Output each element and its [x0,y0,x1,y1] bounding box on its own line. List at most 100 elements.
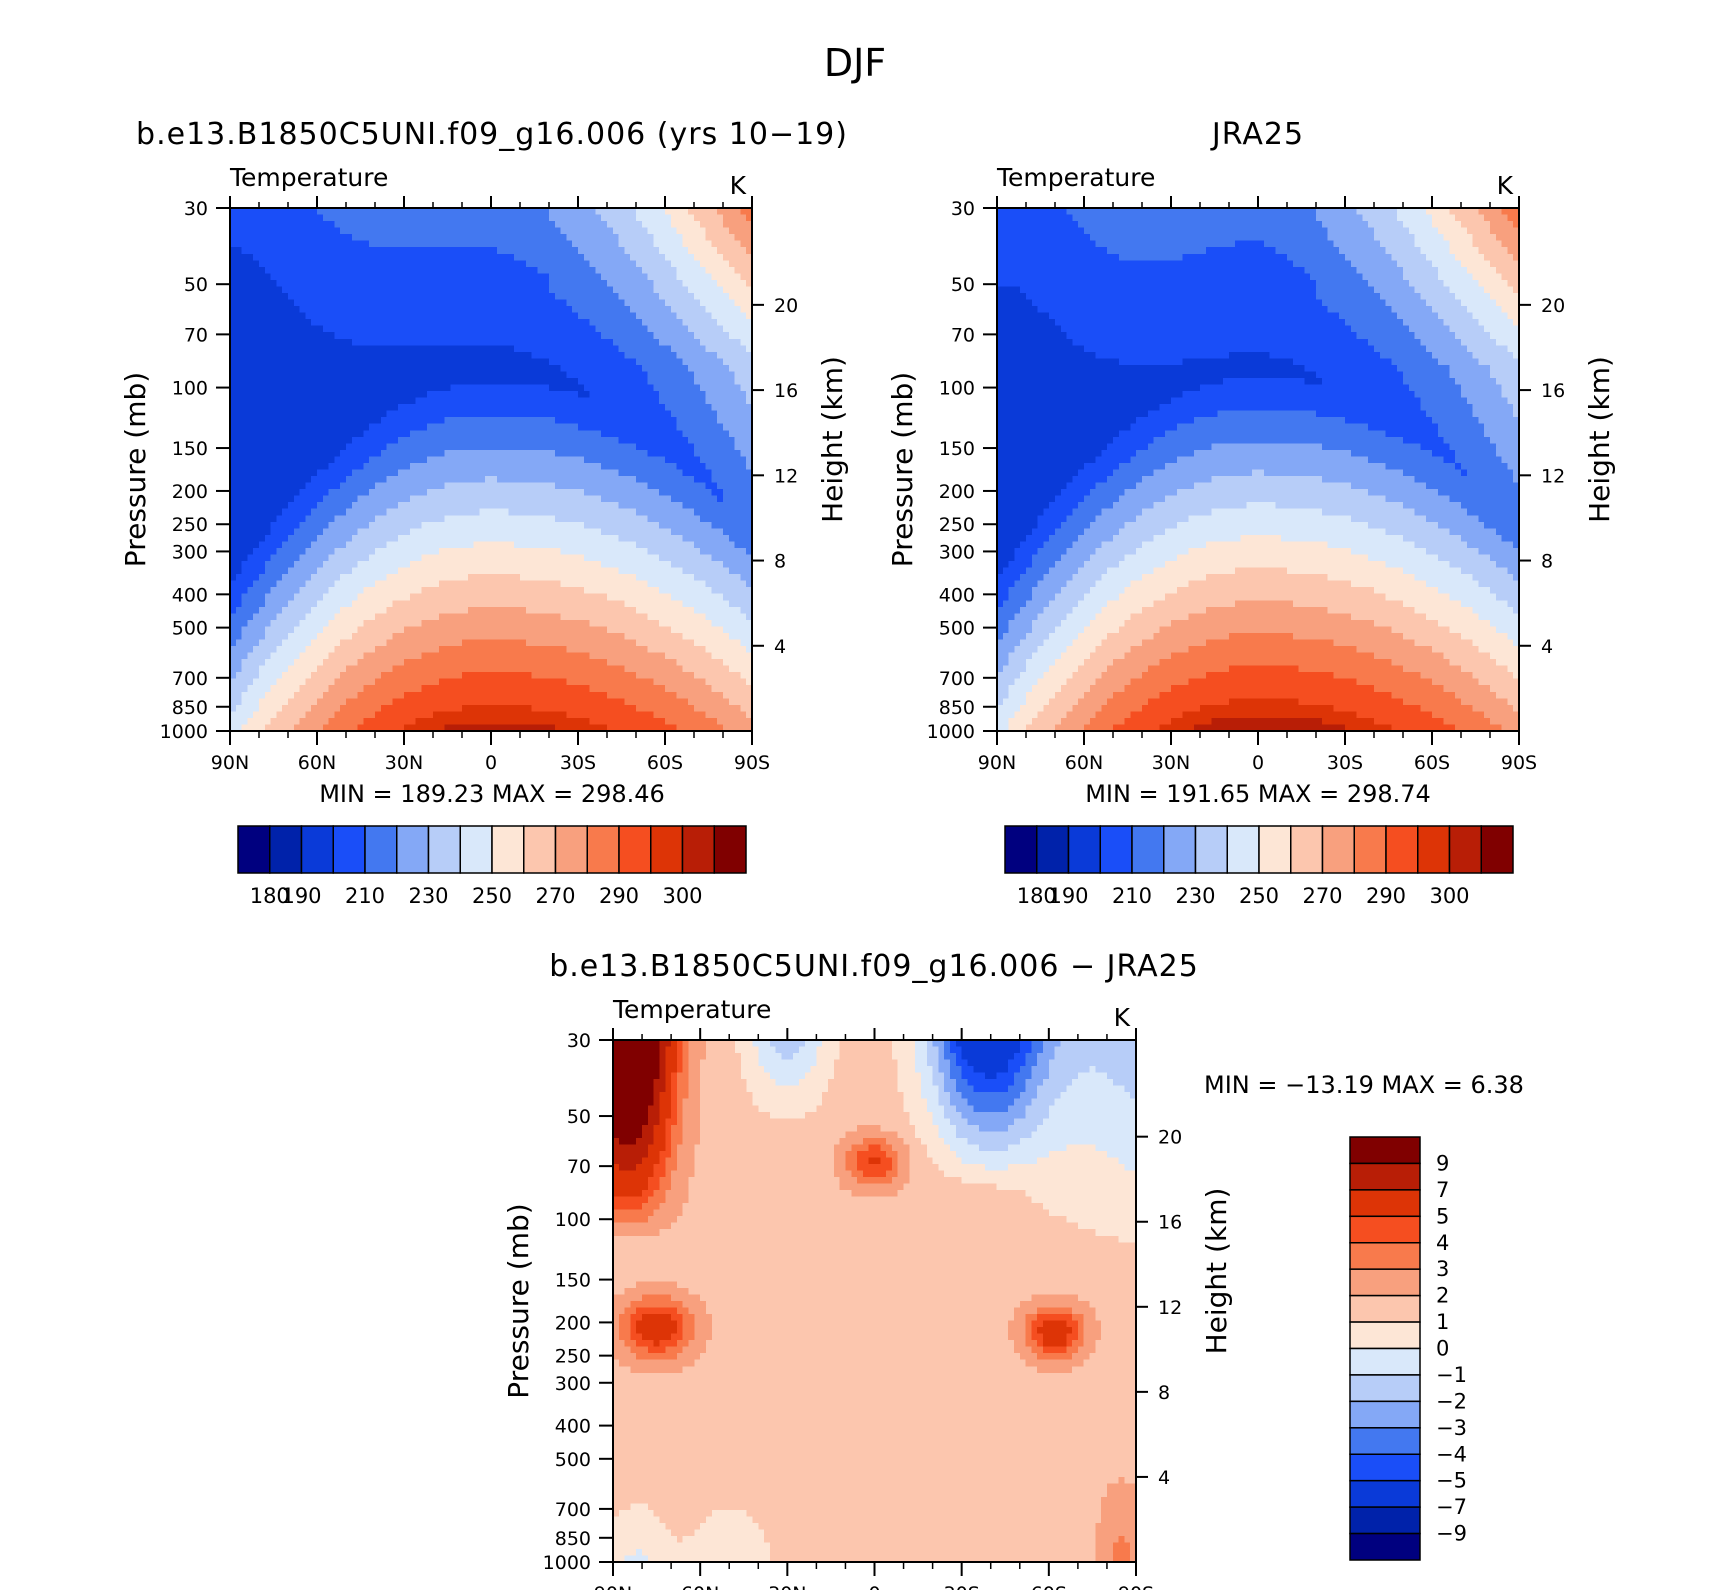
field-cell [561,280,567,287]
field-cell [387,215,393,222]
field-cell [317,561,323,568]
field-cell [537,326,543,333]
field-cell [323,234,329,241]
field-cell [346,437,352,444]
field-cell [462,385,468,392]
field-cell [329,398,335,405]
field-cell [532,208,538,215]
field-cell [265,548,271,555]
field-cell [242,437,248,444]
field-cell [572,339,578,346]
field-cell [619,358,625,365]
field-cell [543,385,549,392]
field-cell [329,332,335,339]
field-cell [711,208,717,215]
field-cell [491,208,497,215]
field-cell [526,502,532,509]
field-cell [265,371,271,378]
field-cell [236,417,242,424]
field-cell [323,332,329,339]
field-cell [363,358,369,365]
field-cell [537,352,543,359]
field-cell [427,541,433,548]
field-cell [706,326,712,333]
field-cell [729,417,735,424]
field-cell [305,215,311,222]
field-cell [462,228,468,235]
field-cell [479,437,485,444]
field-cell [236,273,242,280]
field-cell [445,247,451,254]
field-cell [265,215,271,222]
field-cell [300,332,306,339]
field-cell [619,561,625,568]
field-cell [311,535,317,542]
field-cell [555,522,561,529]
field-cell [711,371,717,378]
field-cell [595,208,601,215]
field-cell [682,339,688,346]
field-cell [711,313,717,320]
field-cell [555,502,561,509]
field-cell [723,208,729,215]
field-cell [369,352,375,359]
field-cell [503,411,509,418]
field-cell [236,404,242,411]
field-cell [723,254,729,261]
field-cell [532,234,538,241]
field-cell [549,371,555,378]
field-cell [265,398,271,405]
field-cell [491,463,497,470]
field-cell [653,548,659,555]
field-cell [369,430,375,437]
field-cell [700,561,706,568]
field-cell [665,319,671,326]
field-cell [352,365,358,372]
field-cell [659,313,665,320]
field-cell [595,398,601,405]
field-cell [305,450,311,457]
field-cell [479,280,485,287]
field-cell [323,515,329,522]
field-cell [601,300,607,307]
field-cell [613,456,619,463]
field-cell [607,345,613,352]
field-cell [543,391,549,398]
field-cell [636,411,642,418]
field-cell [561,548,567,555]
field-cell [381,371,387,378]
field-cell [624,483,630,490]
field-cell [317,470,323,477]
field-cell [271,358,277,365]
field-cell [236,391,242,398]
field-cell [358,300,364,307]
field-cell [601,443,607,450]
field-cell [381,254,387,261]
field-cell [479,424,485,431]
field-cell [485,385,491,392]
field-cell [671,411,677,418]
field-cell [578,470,584,477]
field-cell [323,215,329,222]
field-cell [694,496,700,503]
field-cell [543,286,549,293]
field-cell [595,404,601,411]
field-cell [572,522,578,529]
field-cell [352,378,358,385]
field-cell [642,424,648,431]
field-cell [671,541,677,548]
field-cell [497,483,503,490]
field-cell [543,319,549,326]
field-cell [648,306,654,313]
field-cell [735,300,741,307]
field-cell [485,417,491,424]
field-cell [671,358,677,365]
field-cell [474,326,480,333]
field-cell [682,535,688,542]
field-cell [323,411,329,418]
field-cell [253,228,259,235]
field-cell [590,221,596,228]
field-cell [439,476,445,483]
field-cell [317,339,323,346]
field-cell [555,228,561,235]
